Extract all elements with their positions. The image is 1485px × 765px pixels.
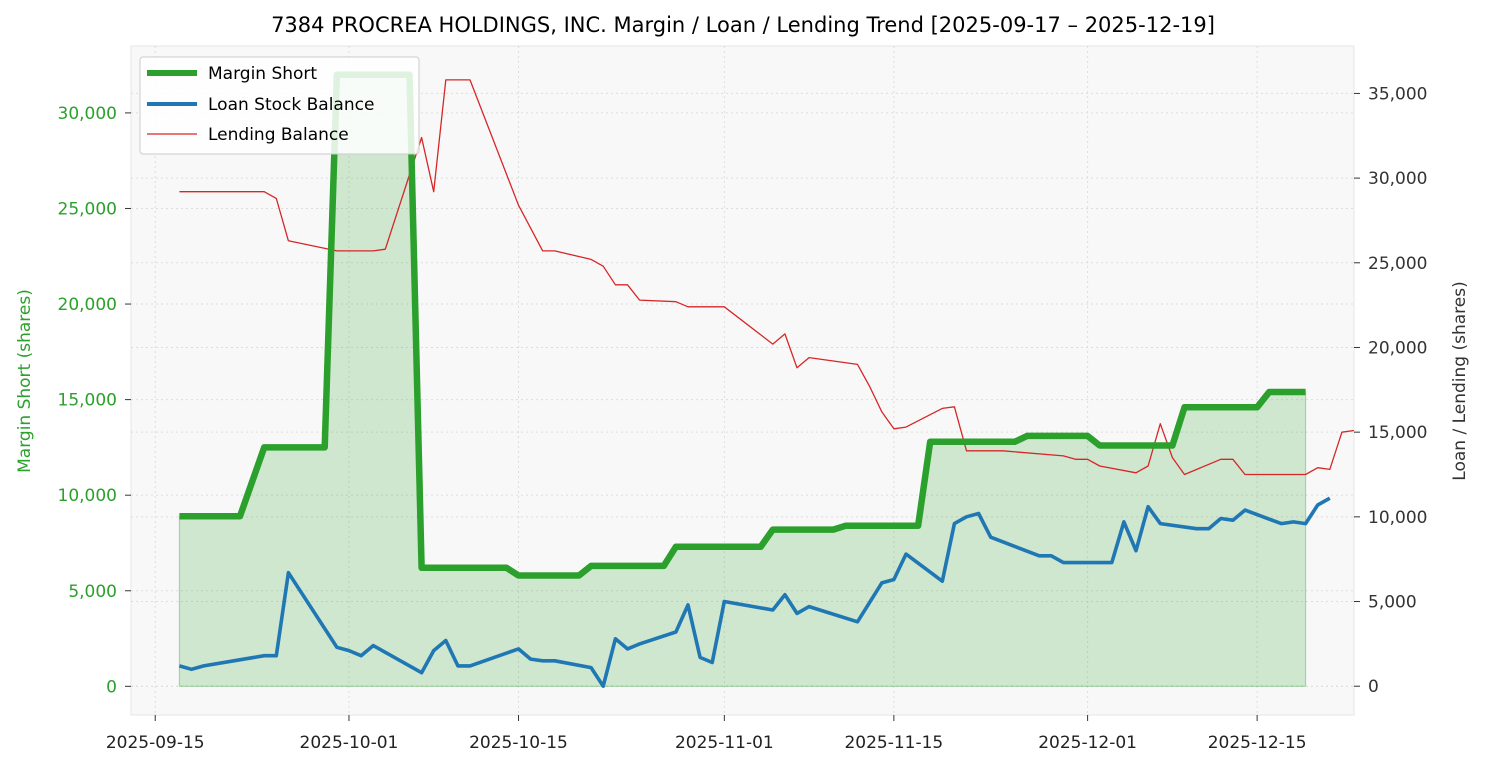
- x-tick-label: 2025-11-15: [844, 733, 943, 753]
- axes: 2025-09-15 2025-10-01 2025-10-15 2025-11-01…: [58, 84, 1428, 753]
- legend-label-loan-stock-balance: Loan Stock Balance: [208, 95, 374, 115]
- y-right-tick-label: 25,000: [1368, 254, 1427, 274]
- y-right-axis-label: Loan / Lending (shares): [1450, 281, 1470, 480]
- x-tick-label: 2025-12-15: [1208, 733, 1307, 753]
- y-left-axis-label: Margin Short (shares): [15, 289, 35, 473]
- y-left-tick-label: 20,000: [58, 295, 117, 315]
- y-left-tick-label: 25,000: [58, 199, 117, 219]
- legend: Margin Short Loan Stock Balance Lending …: [139, 56, 420, 155]
- legend-box: [139, 56, 420, 155]
- legend-label-margin-short: Margin Short: [208, 64, 317, 84]
- x-tick-label: 2025-11-01: [675, 733, 774, 753]
- x-tick-label: 2025-09-15: [106, 733, 205, 753]
- y-left-tick-label: 15,000: [58, 391, 117, 411]
- x-tick-label: 2025-10-01: [300, 733, 399, 753]
- lending-balance-line: [179, 79, 1355, 476]
- x-tick-label: 2025-12-01: [1038, 733, 1137, 753]
- y-right-tick-label: 20,000: [1368, 338, 1427, 358]
- loan-stock-balance-line: [178, 496, 1331, 689]
- y-right-tick-label: 15,000: [1368, 423, 1427, 443]
- y-left-tick-label: 5,000: [68, 582, 117, 602]
- y-right-tick-label: 10,000: [1368, 508, 1427, 528]
- y-left-tick-label: 30,000: [58, 104, 117, 124]
- y-right-tick-label: 30,000: [1368, 169, 1427, 189]
- chart-title: 7384 PROCREA HOLDINGS, INC. Margin / Loa…: [271, 13, 1215, 37]
- x-tick-label: 2025-10-15: [469, 733, 568, 753]
- y-right-tick-label: 5,000: [1368, 593, 1417, 613]
- y-right-tick-label: 35,000: [1368, 84, 1427, 104]
- y-left-tick-label: 10,000: [58, 486, 117, 506]
- grid: [131, 46, 1354, 715]
- y-right-tick-label: 0: [1368, 677, 1379, 697]
- y-left-tick-label: 0: [106, 677, 117, 697]
- legend-label-lending-balance: Lending Balance: [208, 125, 349, 145]
